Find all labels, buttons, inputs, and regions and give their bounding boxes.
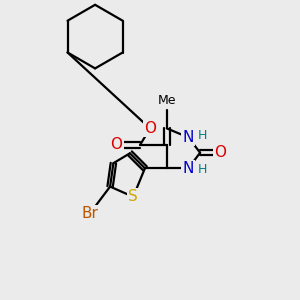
Text: Br: Br [82, 206, 98, 221]
Text: O: O [144, 121, 156, 136]
Text: N: N [183, 130, 194, 145]
Text: O: O [214, 145, 226, 160]
Text: S: S [128, 189, 138, 204]
Text: N: N [183, 161, 194, 176]
Text: O: O [110, 137, 122, 152]
Text: Me: Me [158, 94, 176, 107]
Text: H: H [197, 163, 207, 176]
Text: H: H [197, 129, 207, 142]
